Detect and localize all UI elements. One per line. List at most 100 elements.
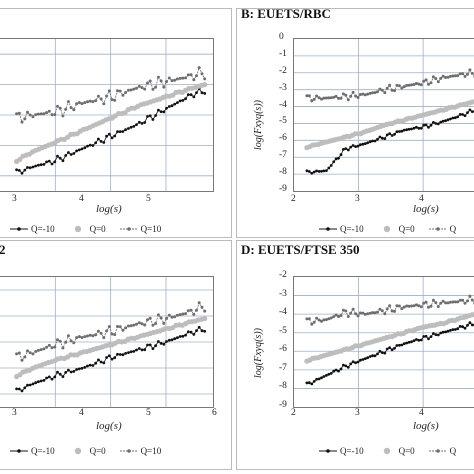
data-point — [429, 335, 433, 338]
data-point — [159, 110, 163, 113]
data-point — [339, 367, 343, 371]
data-point — [346, 148, 350, 152]
data-point — [378, 135, 382, 139]
data-point — [135, 348, 138, 352]
data-point — [94, 99, 98, 103]
data-point — [154, 344, 158, 348]
data-point — [383, 137, 387, 140]
data-point — [378, 87, 382, 91]
data-point — [324, 318, 328, 322]
data-point — [417, 304, 421, 308]
data-point — [86, 100, 89, 104]
gridlines — [294, 277, 474, 407]
data-point — [363, 93, 367, 97]
data-point — [181, 99, 185, 102]
data-point — [143, 323, 147, 327]
panel-a-legend: Q=-10 Q=0 Q=10 — [10, 224, 161, 234]
data-point — [170, 79, 174, 83]
panel-a-xtick: 5 — [146, 194, 151, 204]
data-point — [463, 326, 467, 330]
data-point — [332, 160, 336, 164]
data-point — [170, 104, 174, 108]
panel-b-plot — [293, 38, 474, 192]
data-point — [368, 140, 372, 144]
legend-item: Q=10 — [119, 446, 161, 456]
data-point — [173, 102, 177, 106]
data-point — [64, 154, 68, 157]
series-2 — [15, 66, 207, 124]
data-point — [200, 91, 204, 95]
data-point — [202, 82, 208, 88]
data-point — [422, 335, 426, 338]
legend-marker-black-icon — [319, 227, 337, 231]
ytick-label: -1 — [279, 48, 287, 59]
data-point — [463, 74, 467, 78]
data-point — [332, 95, 336, 99]
data-point — [349, 145, 353, 149]
panel-b: B: EUETS/RBC log(Fxyq(s)) 0 -1 -2 -3 -4 -5 -6 -… — [237, 0, 474, 236]
data-point — [143, 348, 147, 352]
data-point — [80, 336, 84, 339]
data-point — [322, 169, 326, 173]
data-point — [339, 96, 343, 100]
data-point — [192, 333, 196, 336]
data-point — [122, 110, 128, 116]
data-point — [424, 78, 428, 82]
data-point — [322, 96, 326, 100]
data-point — [23, 117, 27, 121]
data-point — [110, 136, 114, 140]
data-point — [129, 88, 133, 92]
data-point — [461, 113, 464, 116]
data-point — [47, 343, 51, 347]
data-point — [77, 335, 81, 339]
data-point — [395, 83, 399, 87]
data-point — [156, 313, 160, 317]
data-point — [329, 164, 333, 167]
data-point — [39, 163, 43, 167]
data-point — [366, 312, 370, 316]
legend-label: Q=-10 — [31, 446, 55, 456]
ytick-label: -8 — [279, 167, 287, 178]
data-point — [202, 316, 208, 322]
data-point — [414, 303, 418, 307]
data-point — [61, 114, 65, 118]
legend-item: Q=0 — [69, 446, 106, 456]
data-point — [444, 119, 447, 123]
data-point — [320, 376, 323, 380]
data-point — [195, 329, 198, 332]
data-point — [99, 97, 103, 101]
panel-a-plot — [0, 38, 214, 192]
data-point — [140, 86, 144, 90]
data-point — [124, 91, 128, 94]
data-point — [329, 372, 333, 375]
data-point — [456, 300, 460, 304]
data-point — [371, 139, 374, 143]
data-point — [200, 329, 204, 333]
data-point — [441, 119, 445, 123]
data-point — [446, 329, 450, 333]
data-point — [91, 364, 95, 367]
legend-item: Q=-10 — [10, 224, 55, 234]
data-point — [378, 307, 382, 311]
data-point — [50, 113, 54, 117]
data-point — [56, 370, 59, 374]
data-point — [444, 330, 447, 334]
legend-marker-black-icon — [10, 227, 28, 231]
panel-a-xtick: 3 — [12, 194, 17, 204]
data-point — [107, 354, 111, 358]
series-2 — [305, 68, 474, 103]
data-point — [468, 294, 472, 298]
data-point — [50, 162, 54, 166]
data-point — [23, 355, 27, 359]
data-point — [327, 166, 331, 170]
ytick-label: -7 — [279, 362, 287, 373]
ytick-label: 0 — [279, 32, 284, 42]
data-point — [412, 83, 416, 86]
data-point — [189, 330, 193, 334]
data-point — [397, 84, 401, 88]
data-point — [354, 145, 357, 148]
data-point — [121, 328, 125, 332]
data-point — [167, 105, 171, 108]
data-point — [159, 316, 163, 320]
data-point — [436, 305, 440, 308]
